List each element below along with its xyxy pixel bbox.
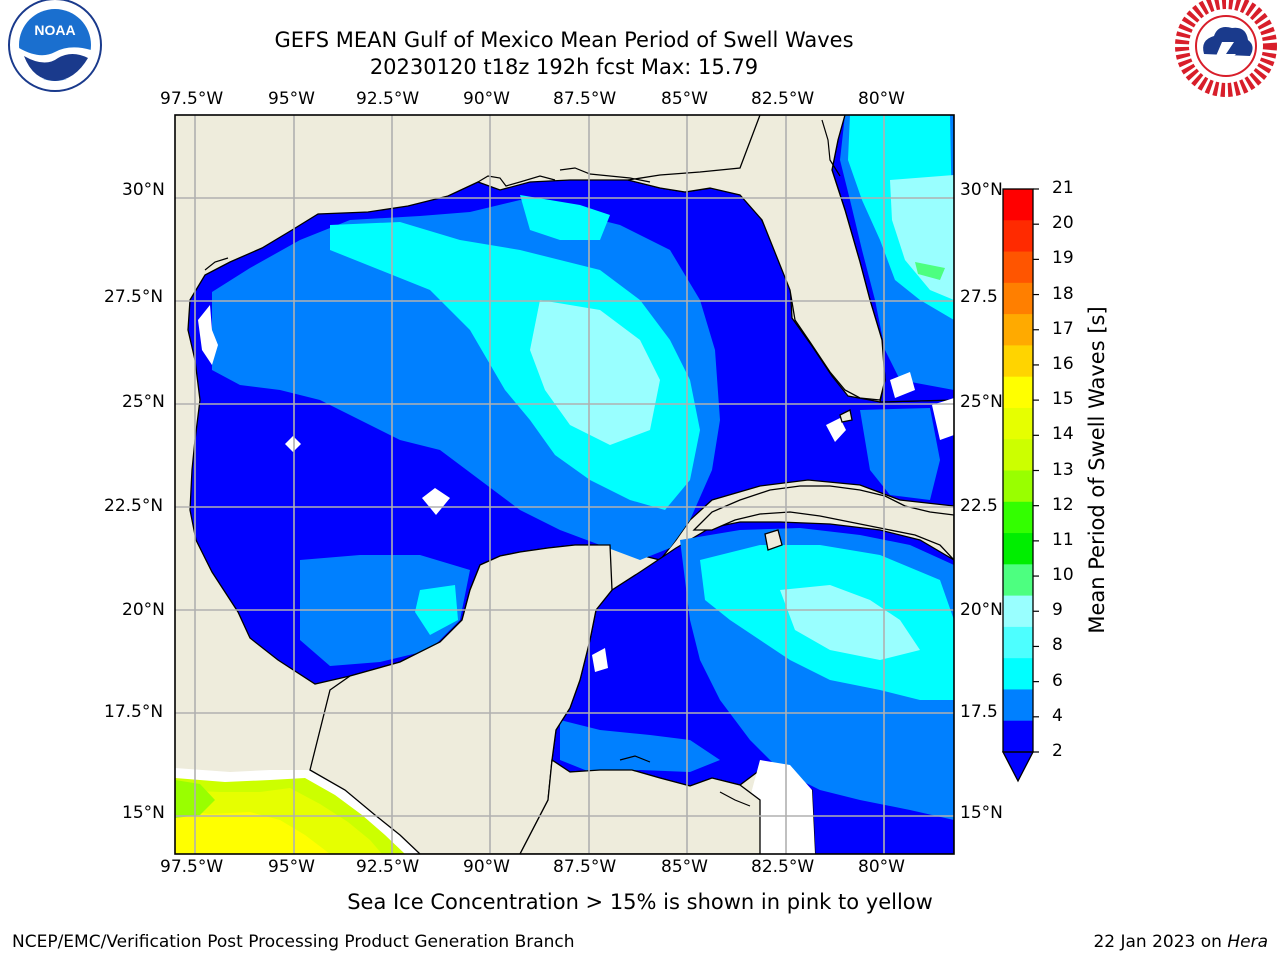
lat-tick-right: 22.5 xyxy=(960,496,998,516)
lon-tick-bottom: 82.5°W xyxy=(751,857,815,877)
colorbar-tick-label: 4 xyxy=(1052,705,1063,726)
colorbar-frame xyxy=(1002,188,1034,753)
lon-tick-bottom: 87.5°W xyxy=(553,857,617,877)
colorbar-tick-label: 19 xyxy=(1052,248,1074,269)
graticule xyxy=(175,115,954,854)
lat-tick-right: 30°N xyxy=(960,180,1003,200)
nws-logo xyxy=(1175,0,1277,97)
lon-tick-top: 80°W xyxy=(858,89,905,109)
ice-note: Sea Ice Concentration > 15% is shown in … xyxy=(0,890,1280,914)
noaa-logo-text: NOAA xyxy=(34,22,75,38)
colorbar-segment xyxy=(1003,376,1033,409)
footer-date: 22 Jan 2023 on Hera xyxy=(1093,932,1268,952)
footer-date-text: 22 Jan 2023 on xyxy=(1093,932,1228,952)
map-area xyxy=(175,115,954,854)
noaa-logo: NOAA xyxy=(8,0,102,92)
colorbar-segment xyxy=(1003,470,1033,503)
colorbar-tick-label: 16 xyxy=(1052,353,1074,374)
colorbar-tick-label: 8 xyxy=(1052,635,1063,656)
footer-branch: NCEP/EMC/Verification Post Processing Pr… xyxy=(12,932,575,952)
colorbar-extend-arrow xyxy=(1001,751,1035,783)
colorbar-segment xyxy=(1003,439,1033,471)
lat-tick-left: 20°N xyxy=(122,600,165,620)
colorbar-label: Mean Period of Swell Waves [s] xyxy=(1085,306,1109,634)
colorbar-tick-label: 6 xyxy=(1052,670,1063,691)
colorbar-segment xyxy=(1003,658,1033,690)
footer-host: Hera xyxy=(1227,932,1268,952)
no-data-gaps xyxy=(198,305,954,854)
lon-tick-top: 97.5°W xyxy=(160,89,224,109)
lat-tick-left: 25°N xyxy=(122,392,165,412)
colorbar-segment xyxy=(1003,564,1033,597)
colorbar-segment xyxy=(1003,189,1033,221)
lon-tick-bottom: 90°W xyxy=(463,857,510,877)
lon-tick-top: 95°W xyxy=(268,89,315,109)
colorbar-tick-label: 18 xyxy=(1052,283,1074,304)
colorbar-tick-label: 11 xyxy=(1052,529,1074,550)
lat-tick-left: 27.5°N xyxy=(104,287,164,307)
lat-tick-left: 30°N xyxy=(122,180,165,200)
lon-tick-bottom: 85°W xyxy=(661,857,708,877)
colorbar-segment xyxy=(1003,251,1033,284)
colorbar-segment xyxy=(1003,220,1033,253)
colorbar-tick-label: 14 xyxy=(1052,424,1074,445)
colorbar-tick-label: 13 xyxy=(1052,459,1074,480)
lon-tick-bottom: 80°W xyxy=(858,857,905,877)
colorbar-segment xyxy=(1003,720,1033,753)
colorbar-segment xyxy=(1003,626,1033,659)
colorbar-segment xyxy=(1003,501,1033,534)
colorbar-tick-label: 20 xyxy=(1052,213,1074,234)
lat-tick-left: 15°N xyxy=(122,803,165,823)
lon-tick-top: 82.5°W xyxy=(751,89,815,109)
lon-tick-top: 85°W xyxy=(661,89,708,109)
colorbar-segment xyxy=(1003,282,1033,315)
colorbar-segment xyxy=(1003,595,1033,628)
colorbar-segment xyxy=(1003,407,1033,440)
colorbar-segment xyxy=(1003,689,1033,722)
map-title: GEFS MEAN Gulf of Mexico Mean Period of … xyxy=(274,28,854,52)
lon-tick-top: 92.5°W xyxy=(356,89,420,109)
colorbar-segment xyxy=(1003,314,1033,346)
map-frame xyxy=(174,114,955,855)
colorbar-tick-label: 10 xyxy=(1052,565,1074,586)
lat-tick-right: 15°N xyxy=(960,803,1003,823)
lon-tick-top: 90°W xyxy=(463,89,510,109)
pacific-patch xyxy=(175,768,420,854)
lon-tick-top: 87.5°W xyxy=(553,89,617,109)
lat-tick-right: 27.5 xyxy=(960,287,998,307)
lon-tick-bottom: 97.5°W xyxy=(160,857,224,877)
land-overlays xyxy=(309,115,954,854)
lon-tick-bottom: 92.5°W xyxy=(356,857,420,877)
ice-note-text: Sea Ice Concentration > 15% is shown in … xyxy=(347,890,933,914)
lat-tick-right: 20°N xyxy=(960,600,1003,620)
colorbar-segment xyxy=(1003,345,1033,378)
colorbar-tick-label: 15 xyxy=(1052,389,1074,410)
colorbar-tick-label: 17 xyxy=(1052,318,1074,339)
period-band-9-10s xyxy=(915,262,945,280)
colorbar-tick-label: 21 xyxy=(1052,178,1074,198)
colorbar-tick-label: 2 xyxy=(1052,741,1063,761)
colorbar xyxy=(1003,188,1039,753)
coastline-detail xyxy=(204,119,841,807)
map-subtitle: 20230120 t18z 192h fcst Max: 15.79 xyxy=(369,55,759,79)
colorbar-tick-label: 12 xyxy=(1052,494,1074,515)
colorbar-segment xyxy=(1003,533,1033,565)
lat-tick-right: 25°N xyxy=(960,392,1003,412)
lat-tick-left: 22.5°N xyxy=(104,496,164,516)
lon-tick-bottom: 95°W xyxy=(268,857,315,877)
lat-tick-right: 17.5 xyxy=(960,702,998,722)
lat-tick-left: 17.5°N xyxy=(104,702,164,722)
colorbar-tick-label: 9 xyxy=(1052,600,1063,621)
period-band-8-9s xyxy=(530,175,954,660)
